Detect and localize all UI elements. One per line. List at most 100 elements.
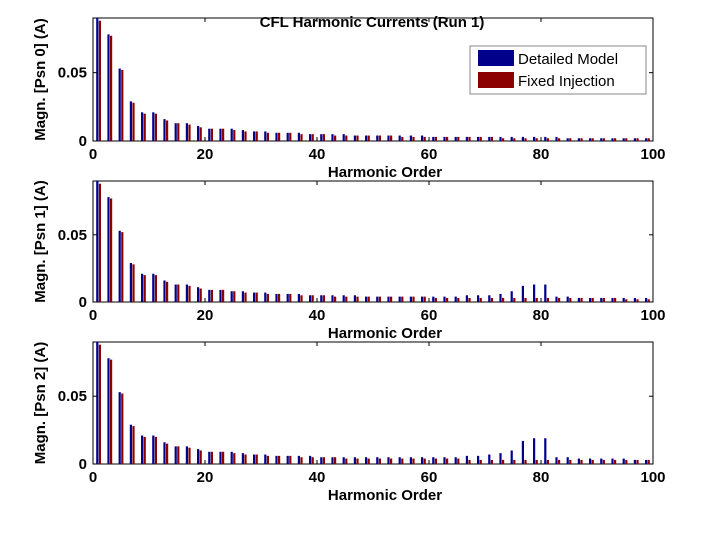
bar-fixed-h31 bbox=[266, 455, 269, 464]
bar-detailed-h65 bbox=[454, 296, 457, 302]
bar-fixed-h9 bbox=[143, 436, 146, 464]
bar-fixed-h89 bbox=[591, 459, 594, 464]
bar-detailed-h77 bbox=[521, 136, 524, 141]
bar-detailed-h79 bbox=[533, 284, 536, 302]
bar-detailed-h57 bbox=[409, 457, 412, 464]
bar-detailed-h77 bbox=[521, 440, 524, 464]
bar-detailed-h63 bbox=[443, 457, 446, 464]
bar-detailed-h33 bbox=[275, 132, 278, 141]
y-tick-label: 0 bbox=[79, 294, 87, 311]
bar-fixed-h59 bbox=[423, 296, 426, 302]
bar-detailed-h95 bbox=[622, 297, 625, 302]
bar-detailed-h67 bbox=[465, 295, 468, 302]
bar-fixed-h21 bbox=[210, 451, 213, 464]
bar-detailed-h85 bbox=[566, 457, 569, 464]
bar-fixed-h7 bbox=[132, 426, 135, 464]
bar-detailed-h81 bbox=[544, 136, 547, 141]
bar-fixed-h41 bbox=[322, 134, 325, 141]
bar-fixed-h45 bbox=[345, 458, 348, 464]
x-tick-label: 100 bbox=[640, 469, 665, 486]
bar-fixed-h13 bbox=[166, 281, 169, 302]
bar-fixed-h33 bbox=[278, 293, 281, 302]
y-tick-label: 0.05 bbox=[58, 388, 87, 405]
bar-detailed-h87 bbox=[577, 297, 580, 302]
bar-detailed-h45 bbox=[342, 457, 345, 464]
x-tick-label: 60 bbox=[421, 307, 438, 324]
bar-detailed-h55 bbox=[398, 135, 401, 141]
bar-fixed-h45 bbox=[345, 135, 348, 141]
bar-detailed-h71 bbox=[488, 295, 491, 302]
bar-fixed-h45 bbox=[345, 296, 348, 302]
bar-detailed-h5 bbox=[118, 230, 121, 302]
bar-detailed-h51 bbox=[376, 135, 379, 141]
bar-detailed-h95 bbox=[622, 138, 625, 141]
bar-detailed-h35 bbox=[286, 293, 289, 302]
bar-detailed-h51 bbox=[376, 296, 379, 302]
bar-detailed-h91 bbox=[600, 297, 603, 302]
bar-detailed-h67 bbox=[465, 455, 468, 464]
bar-detailed-h73 bbox=[499, 453, 502, 464]
bar-detailed-h21 bbox=[208, 451, 211, 464]
bar-fixed-h5 bbox=[121, 393, 124, 464]
bar-fixed-h71 bbox=[490, 459, 493, 464]
bar-detailed-h63 bbox=[443, 136, 446, 141]
bar-detailed-h41 bbox=[320, 295, 323, 302]
bar-fixed-h83 bbox=[558, 297, 561, 302]
bar-fixed-h77 bbox=[524, 138, 527, 141]
bar-fixed-h79 bbox=[535, 297, 538, 302]
bar-fixed-h15 bbox=[177, 123, 180, 141]
bar-detailed-h23 bbox=[219, 451, 222, 464]
bar-fixed-h65 bbox=[457, 458, 460, 464]
subplot-2: 0 20 40 60 80 100 0 0.05 Harmonic Order Magn. [Ps… bbox=[32, 341, 666, 504]
bar-fixed-h73 bbox=[502, 459, 505, 464]
y-tick-label: 0.05 bbox=[58, 65, 87, 82]
bar-detailed-h65 bbox=[454, 457, 457, 464]
bar-fixed-h55 bbox=[401, 136, 404, 141]
bar-detailed-h59 bbox=[421, 457, 424, 464]
bar-fixed-h91 bbox=[602, 459, 605, 464]
bar-detailed-h19 bbox=[197, 125, 200, 141]
bar-detailed-h11 bbox=[152, 273, 155, 302]
bar-detailed-h55 bbox=[398, 457, 401, 464]
bar-fixed-h57 bbox=[412, 458, 415, 464]
bar-detailed-h25 bbox=[230, 451, 233, 464]
bar-detailed-h47 bbox=[353, 457, 356, 464]
bar-detailed-h59 bbox=[421, 296, 424, 302]
bar-fixed-h31 bbox=[266, 293, 269, 302]
bar-fixed-h47 bbox=[356, 296, 359, 302]
bar-detailed-h31 bbox=[264, 131, 267, 141]
bar-fixed-h1 bbox=[98, 20, 101, 141]
bar-fixed-h95 bbox=[625, 299, 628, 302]
bar-detailed-h27 bbox=[241, 291, 244, 302]
plot-frame bbox=[92, 180, 654, 303]
bar-fixed-h19 bbox=[199, 288, 202, 302]
bar-detailed-h87 bbox=[577, 458, 580, 464]
bar-detailed-h21 bbox=[208, 128, 211, 141]
bar-fixed-h99 bbox=[647, 138, 650, 141]
bar-detailed-h13 bbox=[163, 442, 166, 464]
bar-detailed-h5 bbox=[118, 392, 121, 464]
bar-fixed-h33 bbox=[278, 455, 281, 464]
bar-detailed-h15 bbox=[174, 446, 177, 464]
bar-fixed-h23 bbox=[222, 289, 225, 302]
bar-fixed-h81 bbox=[546, 138, 549, 141]
bar-detailed-h89 bbox=[589, 297, 592, 302]
bar-fixed-h43 bbox=[334, 296, 337, 302]
bar-detailed-h3 bbox=[107, 34, 110, 141]
bar-fixed-h35 bbox=[289, 293, 292, 302]
y-axis-title: Magn. [Psn 0] (A) bbox=[32, 18, 49, 141]
bar-fixed-h75 bbox=[513, 459, 516, 464]
x-tick-label: 0 bbox=[89, 307, 97, 324]
bar-detailed-h85 bbox=[566, 296, 569, 302]
bar-fixed-h71 bbox=[490, 297, 493, 302]
bar-fixed-h79 bbox=[535, 459, 538, 464]
bar-fixed-h9 bbox=[143, 275, 146, 302]
bar-fixed-h27 bbox=[244, 131, 247, 141]
bar-fixed-h7 bbox=[132, 102, 135, 141]
bar-fixed-h49 bbox=[367, 296, 370, 302]
bar-fixed-h57 bbox=[412, 296, 415, 302]
bar-detailed-h53 bbox=[387, 296, 390, 302]
bar-detailed-h19 bbox=[197, 287, 200, 302]
bar-detailed-h33 bbox=[275, 293, 278, 302]
bar-detailed-h23 bbox=[219, 128, 222, 141]
